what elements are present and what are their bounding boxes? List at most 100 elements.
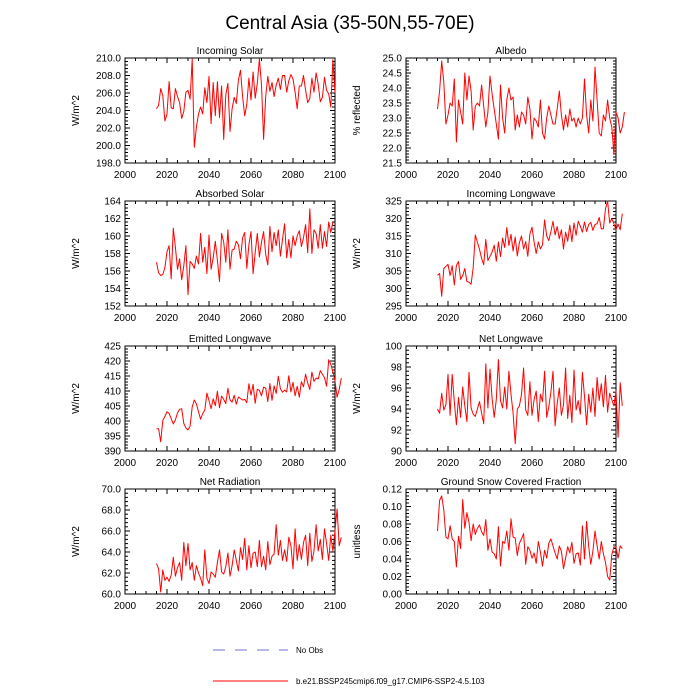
x-tick-label: 2020: [156, 601, 179, 612]
panel-title: Incoming Longwave: [467, 189, 556, 200]
y-tick-label: 152: [104, 302, 121, 313]
y-tick-label: 204.0: [96, 106, 121, 117]
series-line: [437, 495, 623, 581]
y-tick-label: 400: [104, 417, 121, 428]
y-tick-label: 420: [104, 357, 121, 368]
y-axis-label: W/m^2: [71, 95, 82, 126]
y-tick-label: 23.5: [383, 99, 403, 110]
y-tick-label: 325: [385, 197, 402, 208]
panel-5: Emitted Longwave W/m^2 2000 2020 2040 2060 208…: [71, 334, 347, 469]
y-tick-label: 22.5: [383, 129, 403, 140]
y-tick-label: 206.0: [96, 89, 121, 100]
x-tick-label: 2100: [605, 313, 628, 324]
x-tick-label: 2100: [324, 601, 347, 612]
y-tick-label: 405: [104, 402, 121, 413]
y-tick-label: 198.0: [96, 159, 121, 170]
x-tick-label: 2020: [156, 313, 179, 324]
y-tick-label: 0.02: [383, 572, 403, 583]
x-tick-label: 2020: [437, 313, 460, 324]
panel-title: Ground Snow Covered Fraction: [441, 477, 582, 488]
y-tick-label: 62.0: [102, 569, 122, 580]
y-tick-label: 395: [104, 432, 121, 443]
y-axis-label: unitless: [352, 525, 363, 559]
y-tick-label: 22.0: [383, 144, 403, 155]
y-tick-label: 425: [104, 342, 121, 353]
y-tick-label: 66.0: [102, 527, 122, 538]
panel-title: Incoming Solar: [197, 46, 264, 57]
y-tick-label: 156: [104, 267, 121, 278]
panel-6: Net Longwave W/m^2 2000 2020 2040 2060 2080 210…: [352, 334, 628, 469]
y-tick-label: 21.5: [383, 159, 403, 170]
panel-title: Net Longwave: [479, 334, 543, 345]
y-tick-label: 0.12: [383, 485, 403, 496]
y-tick-label: 98: [391, 363, 403, 374]
y-tick-label: 295: [385, 302, 402, 313]
y-tick-label: 0.06: [383, 537, 403, 548]
y-tick-label: 415: [104, 372, 121, 383]
panel-grid: Incoming Solar W/m^2 2000 2020 2040 2060 2080 2…: [71, 46, 628, 612]
y-axis-label: W/m^2: [71, 383, 82, 414]
x-tick-label: 2080: [282, 170, 305, 181]
y-tick-label: 92: [391, 426, 403, 437]
panel-title: Emitted Longwave: [189, 334, 272, 345]
y-tick-label: 210.0: [96, 54, 121, 65]
x-tick-label: 2060: [240, 313, 263, 324]
y-tick-label: 305: [385, 267, 402, 278]
y-tick-label: 96: [391, 384, 403, 395]
y-tick-label: 315: [385, 232, 402, 243]
y-tick-label: 60.0: [102, 590, 122, 601]
x-tick-label: 2040: [198, 313, 221, 324]
y-tick-label: 0.00: [383, 590, 403, 601]
y-tick-label: 154: [104, 284, 121, 295]
x-tick-label: 2040: [198, 458, 221, 469]
x-tick-label: 2000: [114, 313, 137, 324]
panel-title: Albedo: [495, 46, 527, 57]
panel-2: Albedo % reflected 2000 2020 2040 2060 2080 210…: [352, 46, 628, 181]
x-tick-label: 2060: [521, 313, 544, 324]
x-tick-label: 2080: [282, 601, 305, 612]
y-tick-label: 320: [385, 214, 402, 225]
y-tick-label: 300: [385, 284, 402, 295]
panel-title: Absorbed Solar: [196, 189, 266, 200]
x-tick-label: 2020: [437, 458, 460, 469]
y-tick-label: 90: [391, 447, 403, 458]
x-tick-label: 2000: [395, 313, 418, 324]
series-line: [156, 58, 336, 148]
x-tick-label: 2060: [521, 170, 544, 181]
x-tick-label: 2040: [198, 170, 221, 181]
panel-8: Ground Snow Covered Fraction unitless 2000…: [352, 477, 628, 612]
y-tick-label: 25.0: [383, 54, 403, 65]
y-tick-label: 68.0: [102, 506, 122, 517]
x-tick-label: 2080: [563, 458, 586, 469]
y-tick-label: 64.0: [102, 548, 122, 559]
legend-obs-label: No Obs: [296, 646, 323, 655]
x-tick-label: 2060: [521, 601, 544, 612]
series-line: [156, 508, 342, 593]
y-tick-label: 164: [104, 197, 121, 208]
y-tick-label: 208.0: [96, 71, 121, 82]
y-tick-label: 200.0: [96, 141, 121, 152]
x-tick-label: 2060: [240, 458, 263, 469]
y-tick-label: 100: [385, 342, 402, 353]
x-tick-label: 2020: [156, 458, 179, 469]
y-tick-label: 160: [104, 232, 121, 243]
legend: No Obs b.e21.BSSP245cmip6.f09_g17.CMIP6-…: [213, 646, 485, 686]
x-tick-label: 2100: [324, 313, 347, 324]
legend-model-label: b.e21.BSSP245cmip6.f09_g17.CMIP6-SSP2-4.…: [296, 677, 485, 686]
series-line: [437, 200, 623, 297]
x-tick-label: 2080: [282, 313, 305, 324]
x-tick-label: 2020: [437, 170, 460, 181]
plot-frame: [405, 57, 617, 164]
x-tick-label: 2100: [324, 170, 347, 181]
y-axis-label: W/m^2: [71, 238, 82, 269]
y-axis-label: W/m^2: [352, 238, 363, 269]
x-tick-label: 2000: [114, 601, 137, 612]
panel-7: Net Radiation W/m^2 2000 2020 2040 2060 2080 21…: [71, 477, 347, 612]
series-line: [156, 208, 334, 296]
x-tick-label: 2100: [324, 458, 347, 469]
x-tick-label: 2000: [395, 601, 418, 612]
x-tick-label: 2060: [240, 601, 263, 612]
y-tick-label: 0.08: [383, 520, 403, 531]
y-tick-label: 410: [104, 387, 121, 398]
x-tick-label: 2040: [479, 458, 502, 469]
